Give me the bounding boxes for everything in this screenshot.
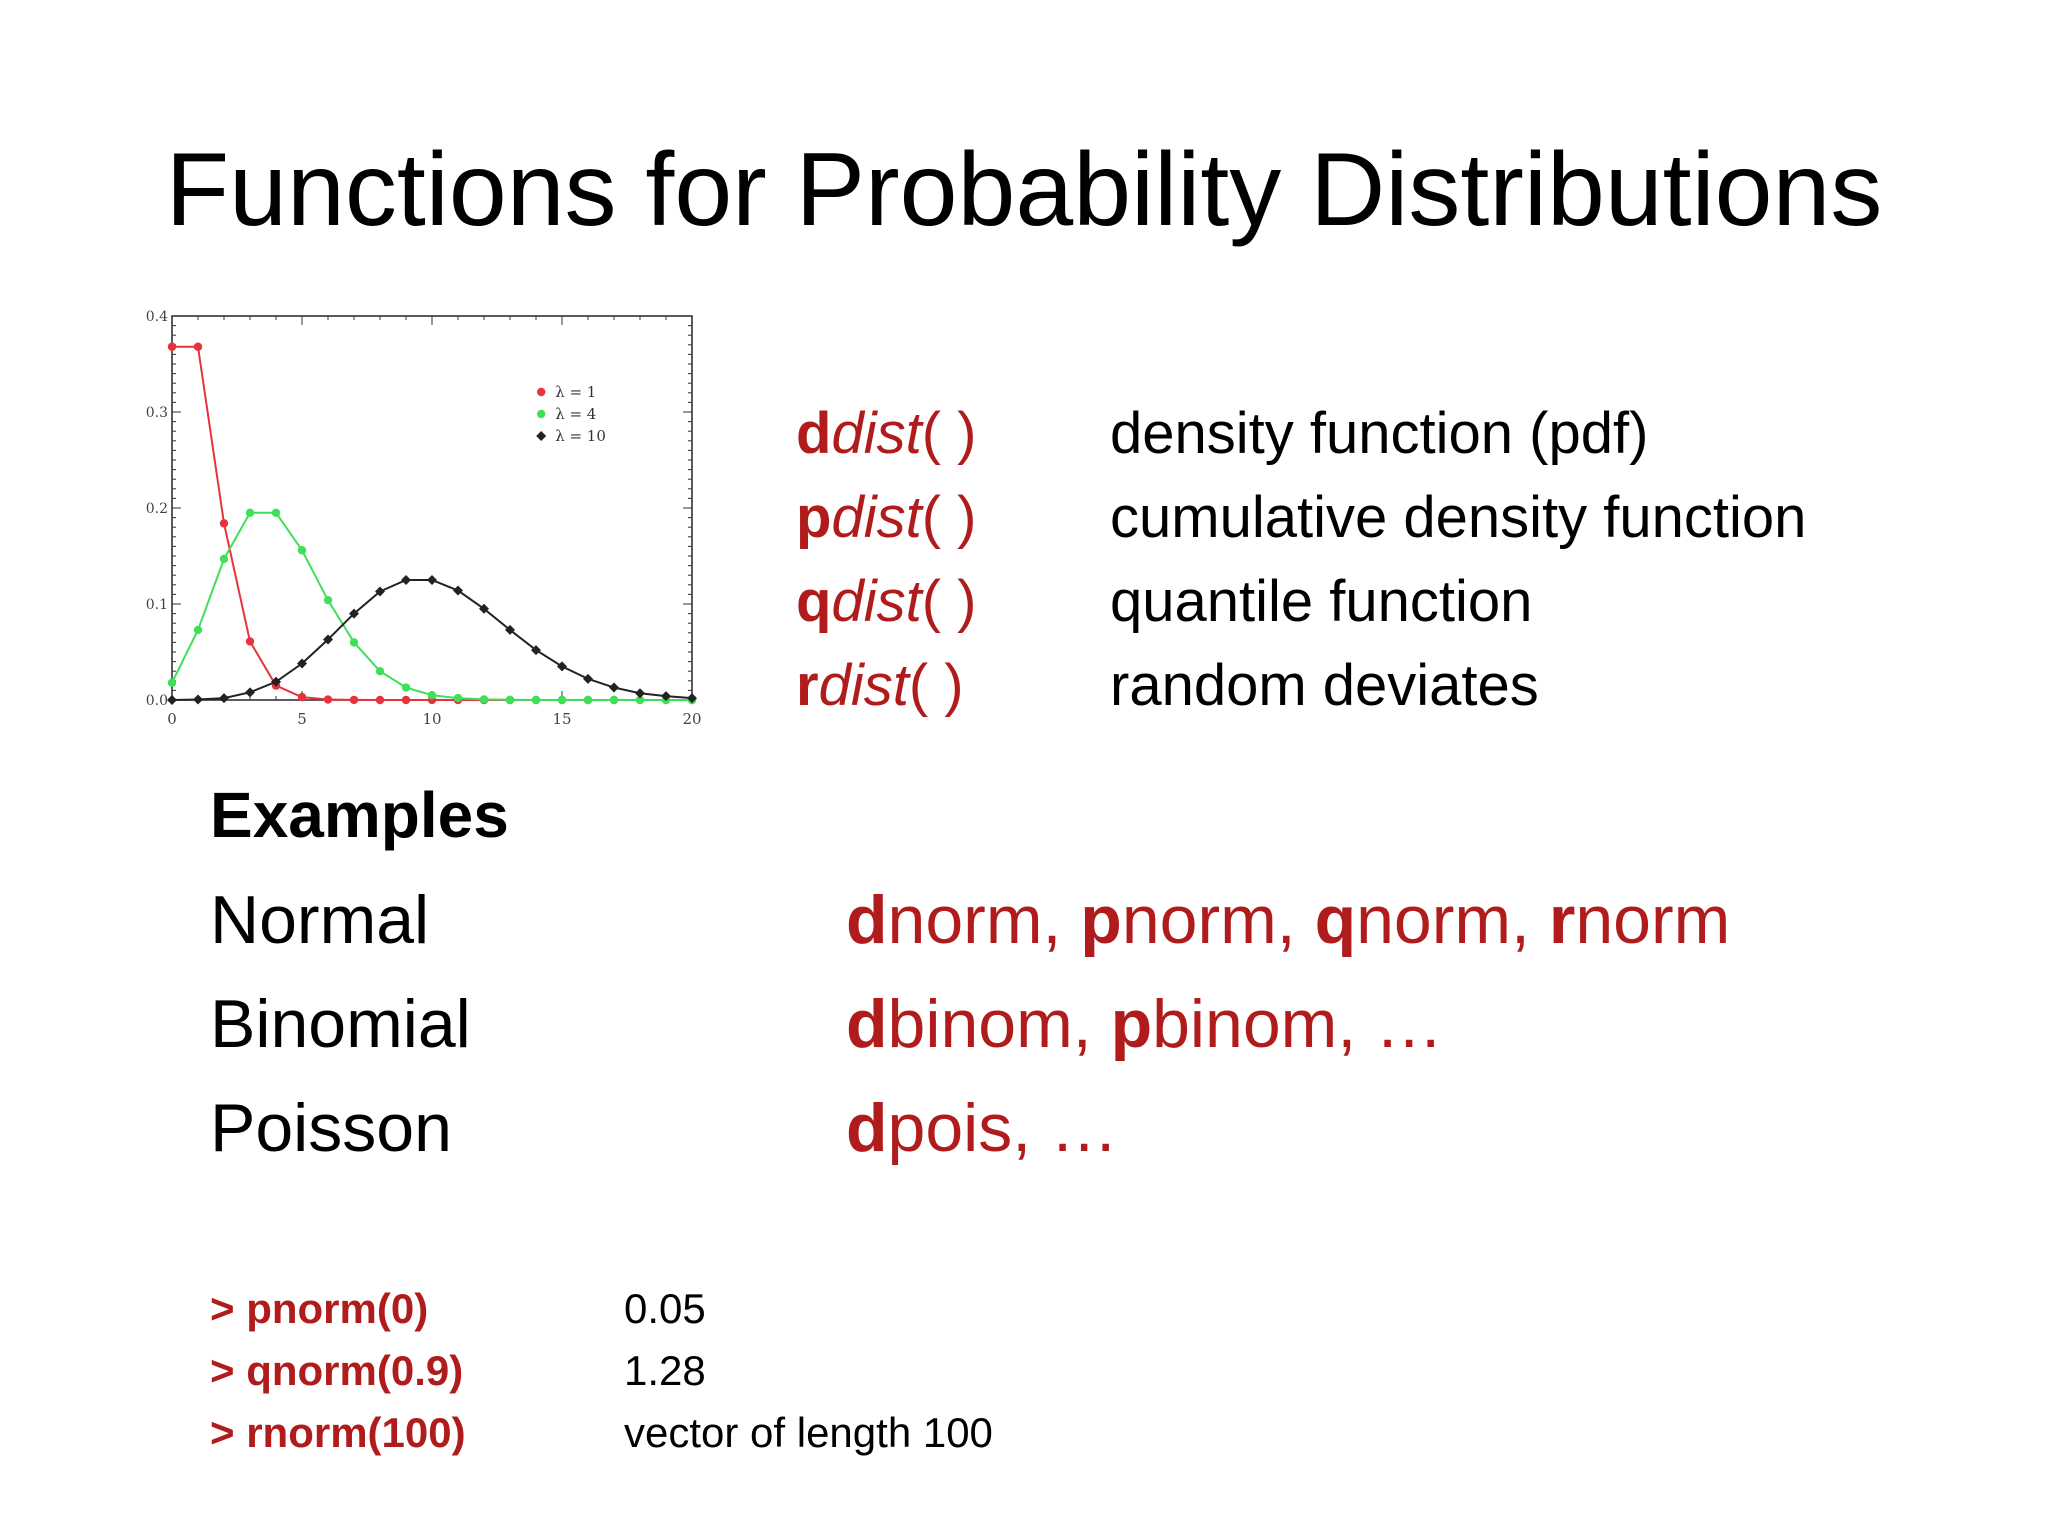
data-point	[453, 585, 463, 596]
x-tick-label: 20	[682, 710, 701, 728]
example-row-normal: Normal dnorm, pnorm, qnorm, rnorm	[210, 868, 1910, 972]
poisson-chart: 0 5 10 15 20 0.0 0.1 0.2 0.3 0.4 λ = 1 λ = 4 λ = 10	[136, 310, 716, 740]
legend-marker	[536, 431, 547, 441]
data-point	[297, 546, 307, 555]
distribution-functions: dbinom, pbinom, …	[846, 986, 1444, 1062]
legend-marker	[537, 387, 546, 397]
data-point	[193, 342, 203, 351]
examples-heading: Examples	[210, 779, 509, 851]
data-point	[687, 693, 697, 704]
x-tick-label: 5	[297, 710, 307, 728]
data-point	[349, 695, 359, 705]
data-point	[375, 586, 385, 597]
code-output: 1.28	[624, 1347, 706, 1394]
y-tick-label: 0.1	[146, 597, 168, 613]
legend-marker	[537, 409, 546, 419]
data-point	[583, 673, 593, 684]
data-point	[375, 695, 385, 705]
code-command: > qnorm(0.9)	[210, 1347, 464, 1394]
distribution-name: Normal	[210, 882, 430, 958]
function-name: pdist( )	[796, 485, 977, 550]
data-point	[323, 595, 333, 605]
function-description: random deviates	[1110, 653, 1539, 718]
code-output: vector of length 100	[624, 1409, 993, 1456]
data-point	[531, 695, 541, 705]
code-command: > pnorm(0)	[210, 1285, 429, 1332]
data-point	[635, 695, 645, 705]
data-point	[323, 695, 333, 704]
data-point	[479, 695, 489, 704]
data-point	[531, 645, 541, 656]
data-point	[219, 554, 229, 564]
function-description: density function (pdf)	[1110, 401, 1649, 466]
data-point	[583, 695, 593, 705]
chart-svg: 0 5 10 15 20 0.0 0.1 0.2 0.3 0.4 λ = 1 λ = 4 λ = 10	[146, 310, 702, 728]
data-point	[401, 575, 411, 585]
y-tick-label: 0.3	[146, 405, 168, 421]
legend-label: λ = 1	[555, 383, 596, 401]
function-name: qdist( )	[796, 569, 977, 634]
data-point	[271, 508, 281, 517]
function-name: rdist( )	[796, 653, 964, 718]
legend-label: λ = 10	[555, 427, 606, 445]
data-point	[349, 638, 359, 647]
code-command: > rnorm(100)	[210, 1409, 466, 1456]
code-output: 0.05	[624, 1285, 706, 1332]
data-point	[505, 624, 515, 635]
data-point	[219, 519, 229, 528]
distribution-functions: dpois, …	[846, 1090, 1119, 1166]
x-tick-label: 0	[167, 710, 177, 728]
y-tick-label: 0.2	[146, 501, 168, 517]
data-point	[375, 667, 385, 676]
function-name: ddist( )	[796, 401, 977, 466]
data-point	[245, 508, 255, 517]
data-point	[427, 691, 437, 700]
data-point	[427, 575, 437, 585]
data-point	[557, 661, 567, 672]
x-tick-label: 15	[552, 710, 571, 728]
data-point	[505, 695, 515, 705]
series-line-2	[171, 511, 692, 701]
data-point	[609, 682, 619, 693]
data-point	[167, 678, 177, 687]
data-point	[219, 693, 229, 704]
function-description: cumulative density function	[1110, 485, 1807, 550]
data-point	[297, 692, 307, 702]
data-point	[635, 688, 645, 699]
data-point	[271, 676, 281, 687]
x-tick-label: 10	[422, 710, 441, 728]
series-line-1	[172, 345, 692, 701]
data-point	[297, 658, 307, 669]
example-row-binomial: Binomial dbinom, pbinom, …	[210, 972, 1910, 1076]
data-point	[661, 691, 671, 702]
legend-label: λ = 4	[555, 405, 596, 423]
function-description: quantile function	[1110, 569, 1533, 634]
data-point	[245, 687, 255, 698]
data-point	[401, 683, 411, 692]
data-point	[245, 637, 255, 646]
data-point	[401, 695, 411, 705]
data-point	[479, 603, 489, 614]
y-tick-label: 0.4	[146, 310, 168, 325]
data-point	[557, 695, 567, 705]
data-point	[349, 608, 359, 619]
example-row-poisson: Poisson dpois, …	[210, 1076, 1910, 1180]
data-point	[167, 342, 177, 351]
y-tick-label: 0.0	[146, 693, 168, 709]
distribution-name: Binomial	[210, 986, 471, 1062]
distribution-name: Poisson	[210, 1090, 452, 1166]
code-example-qnorm: > qnorm(0.9) 1.28	[210, 1340, 1210, 1402]
data-point	[453, 693, 463, 703]
slide-title: Functions for Probability Distributions	[165, 132, 1883, 248]
data-point	[167, 694, 177, 705]
data-point	[193, 694, 203, 705]
data-point	[609, 695, 619, 705]
data-point	[193, 625, 203, 635]
distribution-functions: dnorm, pnorm, qnorm, rnorm	[846, 882, 1731, 958]
code-example-rnorm: > rnorm(100) vector of length 100	[210, 1402, 1210, 1464]
data-point	[323, 634, 333, 645]
code-example-pnorm: > pnorm(0) 0.05	[210, 1278, 1210, 1340]
